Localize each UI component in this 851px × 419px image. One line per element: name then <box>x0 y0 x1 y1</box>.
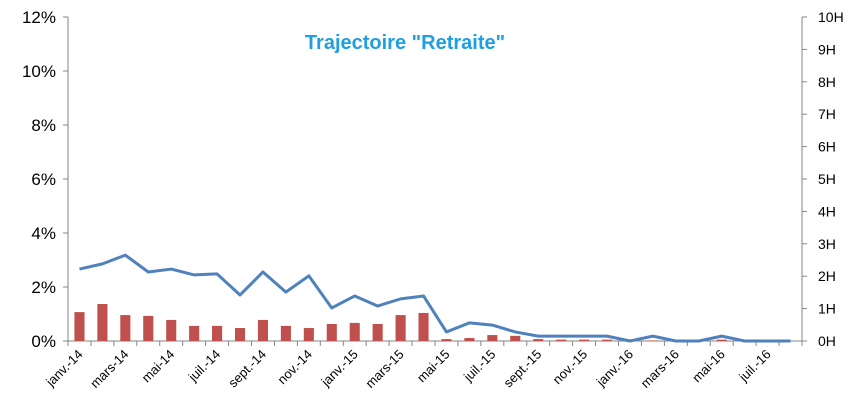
x-tick-label: mars-15 <box>362 347 406 391</box>
x-tick-label: janv.-15 <box>317 347 360 390</box>
y2-tick-label: 6H <box>818 139 836 155</box>
bar <box>579 339 590 341</box>
x-tick-label: juil.-15 <box>460 347 498 385</box>
y-tick-label: 0% <box>31 332 56 351</box>
bar <box>234 328 246 341</box>
x-tick-label: juil.-16 <box>735 347 773 385</box>
bar <box>280 325 291 341</box>
bar <box>372 323 383 341</box>
x-tick-label: mai-14 <box>139 347 178 386</box>
bar <box>74 312 85 341</box>
bar <box>189 325 200 341</box>
y2-tick-label: 0H <box>818 333 836 349</box>
bar <box>510 335 521 341</box>
bar <box>395 315 406 341</box>
y-tick-label: 4% <box>31 224 56 243</box>
y2-tick-label: 2H <box>818 268 836 284</box>
bar <box>556 339 567 341</box>
y2-tick-label: 8H <box>818 74 836 90</box>
x-tick-label: sept.-15 <box>501 347 545 391</box>
line-series <box>79 253 791 343</box>
x-tick-label: janv.-14 <box>42 347 85 390</box>
y-tick-label: 8% <box>31 116 56 135</box>
bar <box>97 304 108 341</box>
bar <box>349 322 360 341</box>
y2-tick-label: 9H <box>818 41 836 57</box>
bar <box>533 339 544 341</box>
x-tick-label: sept.-14 <box>225 347 269 391</box>
y-tick-label: 10% <box>22 62 56 81</box>
x-tick-label: nov.-14 <box>274 347 315 388</box>
x-tick-label: janv.-16 <box>593 347 636 390</box>
bar <box>716 339 727 341</box>
bar <box>143 315 154 341</box>
bar <box>257 319 269 341</box>
x-tick-label: nov.-15 <box>550 347 591 388</box>
y2-tick-label: 10H <box>818 9 844 25</box>
bar <box>120 315 131 341</box>
y-tick-label: 2% <box>31 278 56 297</box>
y2-tick-label: 5H <box>818 171 836 187</box>
x-tick-label: mars-14 <box>87 347 131 391</box>
bar <box>303 328 314 341</box>
bar <box>326 323 337 341</box>
y-tick-label: 6% <box>31 170 56 189</box>
y2-tick-label: 4H <box>818 203 836 219</box>
bar <box>441 339 452 341</box>
bar <box>601 339 613 341</box>
x-tick-label: juil.-14 <box>185 347 223 385</box>
bar <box>487 335 498 341</box>
x-tick-label: mai-15 <box>414 347 453 386</box>
y2-tick-label: 1H <box>818 301 836 317</box>
y2-tick-label: 3H <box>818 236 836 252</box>
bar <box>166 319 177 341</box>
x-tick-label: mars-16 <box>638 347 682 391</box>
bar <box>418 312 429 341</box>
bar <box>464 338 475 341</box>
bar <box>212 325 223 341</box>
x-tick-label: mai-16 <box>689 347 728 386</box>
y2-tick-label: 7H <box>818 106 836 122</box>
chart-title: Trajectoire "Retraite" <box>305 32 505 54</box>
y-tick-label: 12% <box>22 8 56 27</box>
bar <box>647 340 658 341</box>
